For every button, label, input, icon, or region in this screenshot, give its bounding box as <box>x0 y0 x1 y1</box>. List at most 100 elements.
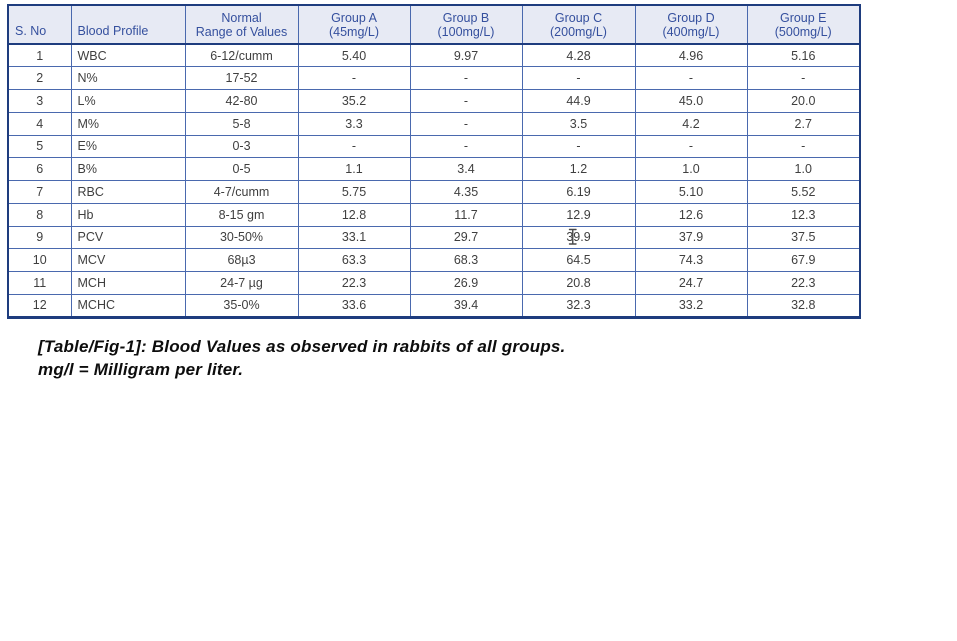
table-cell: 6 <box>7 157 72 181</box>
table-cell: M% <box>70 111 186 136</box>
table-cell: L% <box>70 89 186 113</box>
table-cell: 5.75 <box>297 180 411 204</box>
table-cell: N% <box>70 66 186 90</box>
table-cell: - <box>409 134 523 159</box>
table-cell: 5-8 <box>184 111 299 136</box>
table-cell: 45.0 <box>634 89 748 113</box>
table-cell: 3 <box>7 89 72 113</box>
table-row: 9 PCV 30-50% 33.1 29.7 39.9 37.9 37.5 <box>7 225 861 250</box>
table-cell: 11 <box>7 271 72 295</box>
table-cell: MCH <box>70 271 186 295</box>
table-cell: 42-80 <box>184 89 299 113</box>
table-cell: 8 <box>7 202 72 227</box>
column-header: Group A (45mg/L) <box>297 4 411 45</box>
table-row: 7 RBC 4-7/cumm 5.75 4.35 6.19 5.10 5.52 <box>7 180 861 204</box>
table-cell: 64.5 <box>521 248 636 272</box>
table-cell: 2.7 <box>746 111 861 136</box>
table-row: 6 B% 0-5 1.1 3.4 1.2 1.0 1.0 <box>7 157 861 181</box>
table-cell: - <box>409 89 523 113</box>
table-cell: 6-12/cumm <box>184 43 299 68</box>
column-header: Normal Range of Values <box>184 4 299 45</box>
table-cell: 10 <box>7 248 72 272</box>
table-cell: 8-15 gm <box>184 202 299 227</box>
table-cell: - <box>409 111 523 136</box>
table-cell: - <box>634 66 748 90</box>
table-cell: 4.2 <box>634 111 748 136</box>
table-cell: 6.19 <box>521 180 636 204</box>
table-cell: 4 <box>7 111 72 136</box>
table-cell: MCV <box>70 248 186 272</box>
blood-values-table: S. No Blood Profile Normal Range of Values G… <box>7 4 861 319</box>
table-cell: 4-7/cumm <box>184 180 299 204</box>
table-cell: - <box>521 66 636 90</box>
table-cell: - <box>409 66 523 90</box>
column-header: Blood Profile <box>70 4 186 45</box>
table-cell: 2 <box>7 66 72 90</box>
table-cell: 24.7 <box>634 271 748 295</box>
table-cell: RBC <box>70 180 186 204</box>
table-caption: [Table/Fig-1]: Blood Values as observed … <box>38 335 565 381</box>
table-cell: - <box>634 134 748 159</box>
table-cell: WBC <box>70 43 186 68</box>
table-cell: 11.7 <box>409 202 523 227</box>
caption-line-2: mg/l = Milligram per liter. <box>38 360 244 379</box>
table-cell: 5.52 <box>746 180 861 204</box>
table-cell: 3.5 <box>521 111 636 136</box>
table-cell: 5 <box>7 134 72 159</box>
table-cell: 1.1 <box>297 157 411 181</box>
table-cell: 5.40 <box>297 43 411 68</box>
table-cell: 24-7 µg <box>184 271 299 295</box>
column-header: Group C (200mg/L) <box>521 4 636 45</box>
table-cell: 20.8 <box>521 271 636 295</box>
table-cell: Hb <box>70 202 186 227</box>
table-cell: 26.9 <box>409 271 523 295</box>
table-cell: 35-0% <box>184 293 299 318</box>
table-cell: 5.16 <box>746 43 861 68</box>
table-cell: B% <box>70 157 186 181</box>
table-cell: 1.0 <box>746 157 861 181</box>
table-cell: 33.6 <box>297 293 411 318</box>
table-cell: 4.35 <box>409 180 523 204</box>
table-row: 12 MCHC 35-0% 33.6 39.4 32.3 33.2 32.8 <box>7 293 861 318</box>
table-cell: 33.1 <box>297 225 411 250</box>
table-cell: 30-50% <box>184 225 299 250</box>
table-cell: 33.2 <box>634 293 748 318</box>
table-cell: 12.9 <box>521 202 636 227</box>
table-cell: 4.28 <box>521 43 636 68</box>
table-cell: 35.2 <box>297 89 411 113</box>
table-row: 11 MCH 24-7 µg 22.3 26.9 20.8 24.7 22.3 <box>7 271 861 295</box>
table-cell: 37.9 <box>634 225 748 250</box>
table-cell: 12 <box>7 293 72 318</box>
table-cell: 67.9 <box>746 248 861 272</box>
table-row: 4 M% 5-8 3.3-3.5 4.2 2.7 <box>7 111 861 136</box>
table-cell: 12.3 <box>746 202 861 227</box>
table-cell: 1.0 <box>634 157 748 181</box>
table-cell: 39.9 <box>521 225 636 250</box>
table-cell: 37.5 <box>746 225 861 250</box>
table-cell: 22.3 <box>746 271 861 295</box>
table-cell: - <box>746 134 861 159</box>
table-cell: 63.3 <box>297 248 411 272</box>
header-row: S. No Blood Profile Normal Range of Values G… <box>7 4 861 45</box>
caption-line-1: [Table/Fig-1]: Blood Values as observed … <box>38 337 566 356</box>
table-row: 2 N% 17-52- - - - - <box>7 66 861 90</box>
table-cell: 22.3 <box>297 271 411 295</box>
table-cell: 68µ3 <box>184 248 299 272</box>
table-cell: 39.4 <box>409 293 523 318</box>
table-row: 10 MCV 68µ3 63.3 68.3 64.5 74.3 67.9 <box>7 248 861 272</box>
table-cell: 20.0 <box>746 89 861 113</box>
column-header: Group B (100mg/L) <box>409 4 523 45</box>
table-row: 3 L% 42-80 35.2-44.9 45.0 20.0 <box>7 89 861 113</box>
table-cell: 44.9 <box>521 89 636 113</box>
table-cell: 7 <box>7 180 72 204</box>
table-cell: 9.97 <box>409 43 523 68</box>
table-cell: PCV <box>70 225 186 250</box>
table-cell: MCHC <box>70 293 186 318</box>
table-cell: 74.3 <box>634 248 748 272</box>
table-cell: 5.10 <box>634 180 748 204</box>
table-cell: 12.8 <box>297 202 411 227</box>
table-cell: - <box>297 134 411 159</box>
table-cell: - <box>746 66 861 90</box>
table-cell: 3.3 <box>297 111 411 136</box>
table-cell: 1.2 <box>521 157 636 181</box>
